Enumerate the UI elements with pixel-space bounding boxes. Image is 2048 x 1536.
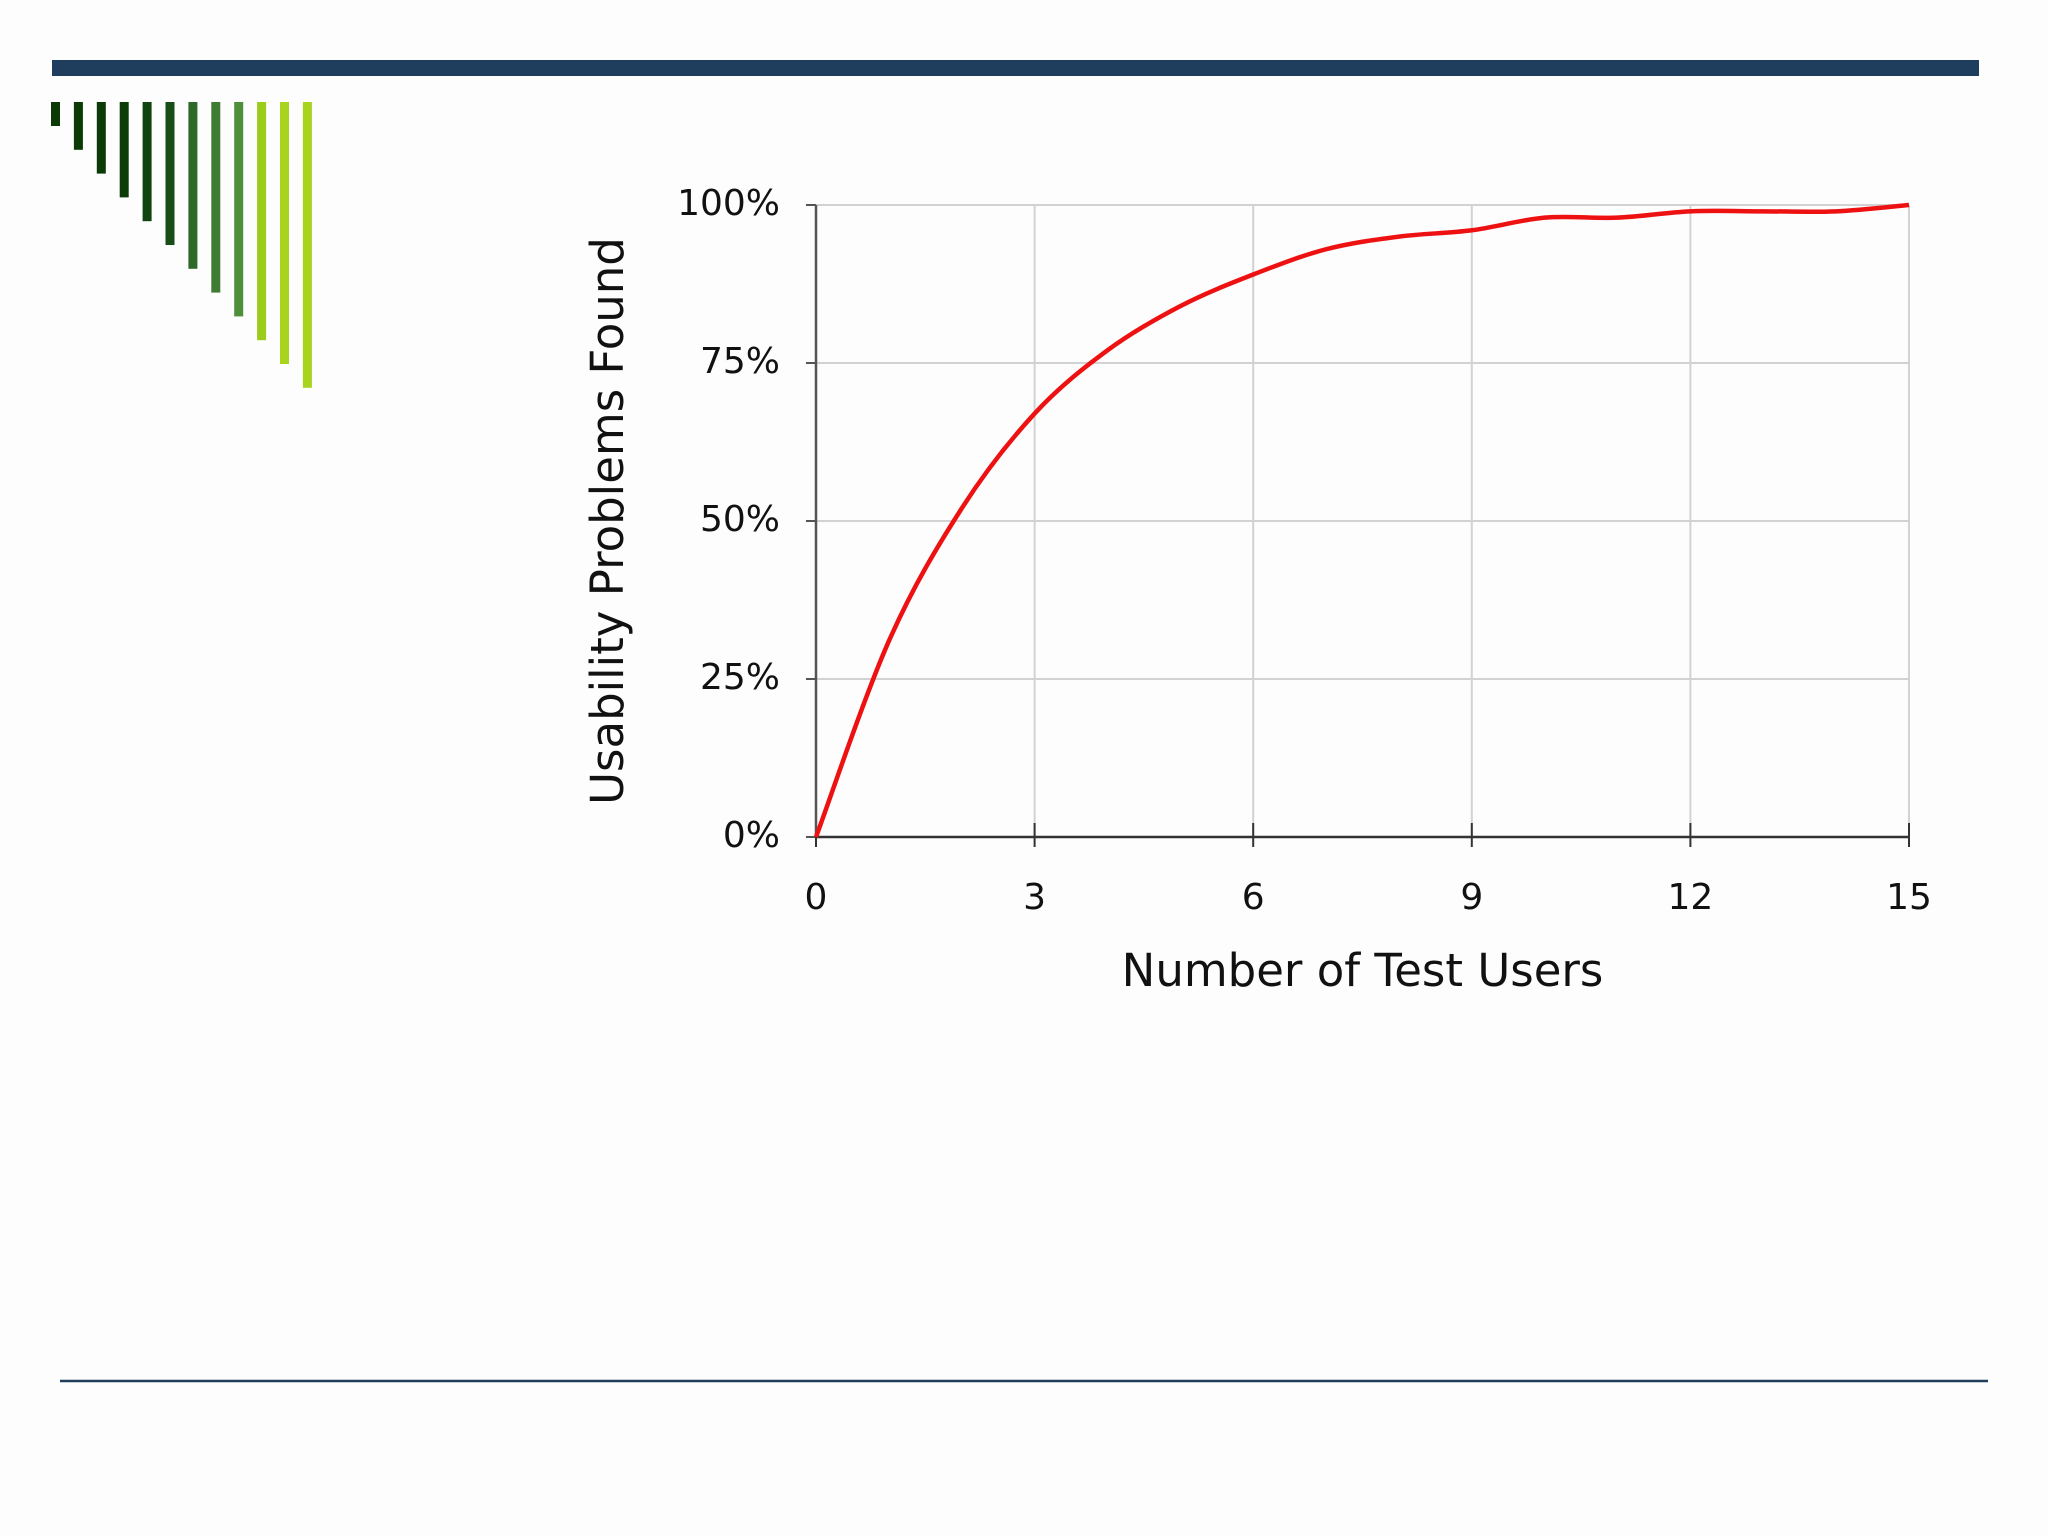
x-tick-label: 3 <box>1023 877 1046 918</box>
decoration <box>51 102 312 388</box>
stripe <box>51 102 60 126</box>
stripe <box>211 102 221 293</box>
y-tick-label: 25% <box>700 657 780 698</box>
x-tick-label: 6 <box>1242 877 1265 918</box>
stripe <box>302 102 312 388</box>
stripe <box>257 102 267 341</box>
x-tick-label: 15 <box>1886 877 1932 918</box>
x-tick-label: 12 <box>1667 877 1713 918</box>
stripe <box>280 102 289 364</box>
stripe <box>96 102 106 174</box>
x-tick-label: 0 <box>805 877 828 918</box>
stripe <box>119 102 129 198</box>
stripe <box>188 102 198 269</box>
header-bar <box>52 60 1979 76</box>
line <box>813 202 1910 838</box>
x-tick-label: 9 <box>1460 877 1483 918</box>
y-tick-label: 100% <box>677 183 780 224</box>
stripe <box>73 102 83 150</box>
stripe <box>142 102 152 222</box>
stripe <box>165 102 175 245</box>
y-axis-title: Usability Problems Found <box>581 237 634 805</box>
stripe <box>234 102 244 317</box>
y-tick-label: 50% <box>700 499 780 540</box>
y-tick-label: 75% <box>700 341 780 382</box>
chart: 0% 25% 50% 75% 100% 0 3 6 9 12 15 Number of Test Us… <box>581 183 1932 997</box>
y-tick-label: 0% <box>723 815 780 856</box>
x-axis-title: Number of Test Users <box>1122 944 1604 997</box>
